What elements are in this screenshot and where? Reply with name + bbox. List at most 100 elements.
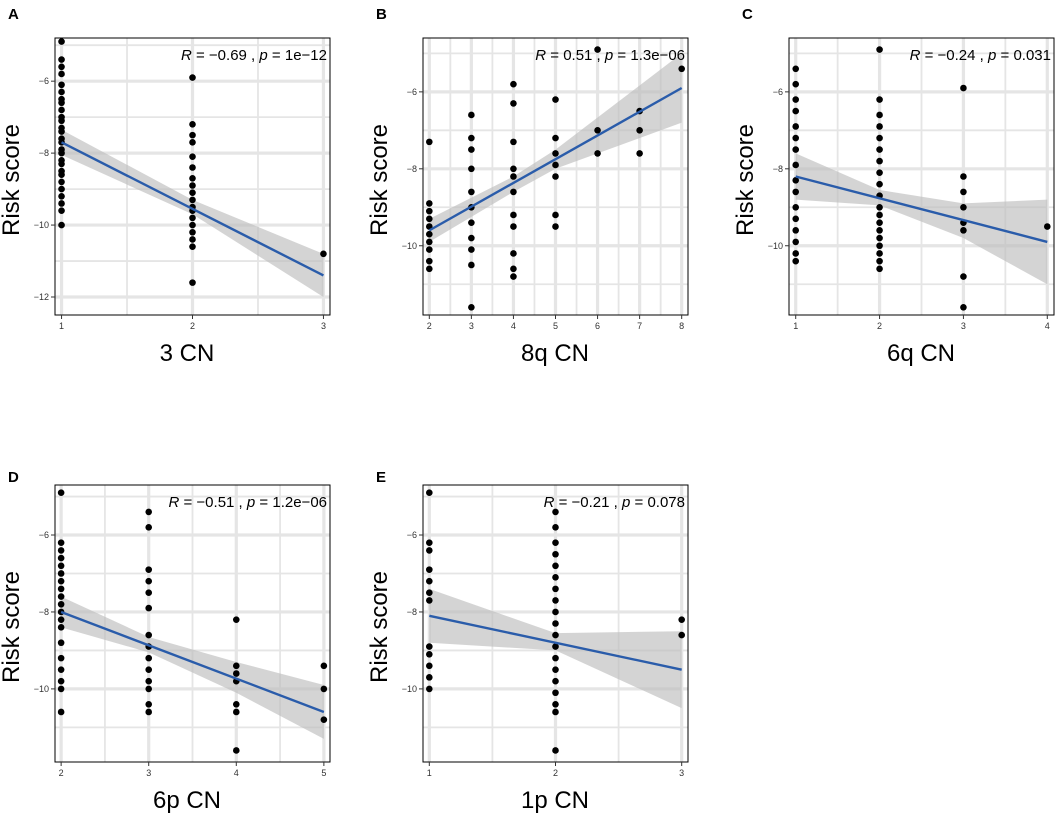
- panel-d-data-point: [145, 700, 153, 708]
- panel-d-data-point: [57, 677, 65, 685]
- panel-c-y-tick-label: −6: [773, 87, 783, 97]
- panel-e-data-point: [552, 747, 559, 754]
- panel-d-x-tick-label: 3: [146, 768, 151, 778]
- panel-c-data-point: [876, 96, 883, 103]
- panel-a-data-point: [58, 160, 65, 168]
- panel-d-ylabel: Risk score: [0, 571, 25, 683]
- panel-e-data-point: [552, 666, 559, 673]
- panel-d-x-tick-label: 4: [234, 768, 239, 778]
- panel-c-data-point: [792, 161, 800, 169]
- panel-d-data-point: [145, 654, 153, 662]
- panel-c-data-point: [792, 227, 800, 234]
- panel-b-data-point: [510, 273, 517, 280]
- panel-c-r-value: −0.24: [938, 47, 976, 64]
- panel-b-data-point: [468, 219, 475, 226]
- panel-b-data-point: [510, 80, 517, 88]
- panel-e-x-tick-label: 3: [679, 768, 684, 778]
- panel-a-data-point: [58, 106, 65, 114]
- panel-a-letter: A: [8, 6, 19, 23]
- panel-d-data-point: [57, 562, 65, 570]
- panel-e-data-point: [426, 566, 433, 573]
- panel-c-data-point: [876, 146, 883, 153]
- panel-d-data-point: [320, 662, 328, 670]
- panel-c-data-point: [1043, 223, 1051, 230]
- panel-a-data-point: [58, 171, 65, 179]
- panel-d-stats: R = −0.51 , p = 1.2e−06: [168, 494, 327, 511]
- panel-a-data-point: [58, 221, 65, 229]
- panel-a-data-point: [189, 74, 196, 81]
- panel-a-data-point: [189, 182, 196, 189]
- panel-e-data-point: [426, 577, 433, 585]
- panel-c-x-tick-label: 1: [793, 321, 798, 331]
- panel-a-data-point: [58, 38, 65, 45]
- panel-c-data-point: [876, 265, 883, 273]
- panel-b-data-point: [426, 265, 433, 273]
- panel-d-data-point: [57, 616, 65, 623]
- panel-b-data-point: [552, 173, 559, 180]
- panel-e-r-value: −0.21: [572, 494, 610, 511]
- panel-d: D Risk score 6p CN R = −0.51 , p = 1.2e−…: [0, 469, 327, 814]
- panel-b-x-tick-label: 5: [553, 321, 558, 331]
- panel-d-data-point: [57, 577, 65, 585]
- panel-d-data-point: [145, 677, 153, 685]
- panel-e-data-point: [552, 562, 559, 570]
- panel-c-data-point: [876, 157, 883, 165]
- panel-d-data-point: [232, 747, 240, 754]
- panel-d-data-point: [145, 589, 153, 597]
- panel-e-data-point: [552, 620, 559, 627]
- panel-b-x-tick-label: 8: [679, 321, 684, 331]
- panel-e-data-point: [426, 650, 433, 658]
- panel-a-data-point: [320, 250, 327, 258]
- panel-d-data-point: [232, 662, 240, 670]
- panel-a-data-point: [58, 63, 65, 71]
- panel-e-data-point: [426, 539, 433, 547]
- panel-d-data-point: [145, 666, 153, 673]
- panel-d-x-tick-label: 5: [321, 768, 326, 778]
- panel-c-data-point: [792, 203, 800, 211]
- panel-b-data-point: [468, 146, 475, 153]
- panel-a: A Risk score 3 CN R = −0.69 , p = 1e−12: [0, 6, 327, 367]
- panel-b-data-point: [552, 150, 559, 157]
- panel-e-data-point: [426, 643, 433, 650]
- panel-b-y-tick-label: −8: [407, 164, 417, 174]
- panel-e-data-point: [552, 550, 559, 558]
- panel-a-plot: 1 2 3 −6 −8 −10 −12: [34, 37, 331, 331]
- panel-c-data-point: [960, 173, 967, 180]
- panel-e-y-tick-label: −10: [402, 684, 417, 694]
- panel-a-data-point: [58, 81, 65, 89]
- panel-b-data-point: [426, 230, 433, 238]
- panel-e-data-point: [552, 574, 559, 581]
- panel-a-data-point: [189, 214, 196, 222]
- panel-a-data-point: [189, 196, 196, 204]
- panel-d-r-value: −0.51: [196, 494, 234, 511]
- panel-c-data-point: [792, 238, 800, 246]
- panel-c-data-point: [792, 257, 800, 265]
- panel-d-data-point: [232, 616, 240, 623]
- panel-c-data-point: [792, 134, 800, 142]
- panel-c-data-point: [960, 304, 967, 311]
- panel-e-x-tick-label: 1: [427, 768, 432, 778]
- panel-b-data-point: [594, 46, 601, 53]
- panel-c-data-point: [792, 250, 800, 257]
- panel-a-data-point: [58, 88, 65, 96]
- panel-d-y-tick-label: −8: [39, 607, 49, 617]
- panel-c-data-point: [876, 111, 883, 119]
- panel-c-data-point: [876, 250, 883, 257]
- panel-e-data-point: [552, 689, 559, 697]
- panel-c-data-point: [876, 46, 883, 53]
- panel-e-data-point: [678, 616, 685, 623]
- panel-e-data-point: [552, 631, 559, 639]
- panel-b-data-point: [678, 65, 685, 73]
- panel-c-data-point: [876, 257, 883, 265]
- panel-c-data-point: [792, 177, 800, 184]
- panel-a-data-point: [189, 189, 196, 196]
- panel-e-data-point: [552, 597, 559, 604]
- panel-d-data-point: [232, 670, 240, 677]
- panel-c-ylabel: Risk score: [732, 124, 759, 236]
- panel-b-data-point: [468, 246, 475, 253]
- panel-c-p-value: 0.031: [1013, 47, 1051, 64]
- panel-b-ylabel: Risk score: [366, 124, 393, 236]
- panel-a-data-point: [58, 200, 65, 207]
- panel-a-data-point: [189, 279, 196, 286]
- panel-c-y-tick-label: −10: [768, 241, 783, 251]
